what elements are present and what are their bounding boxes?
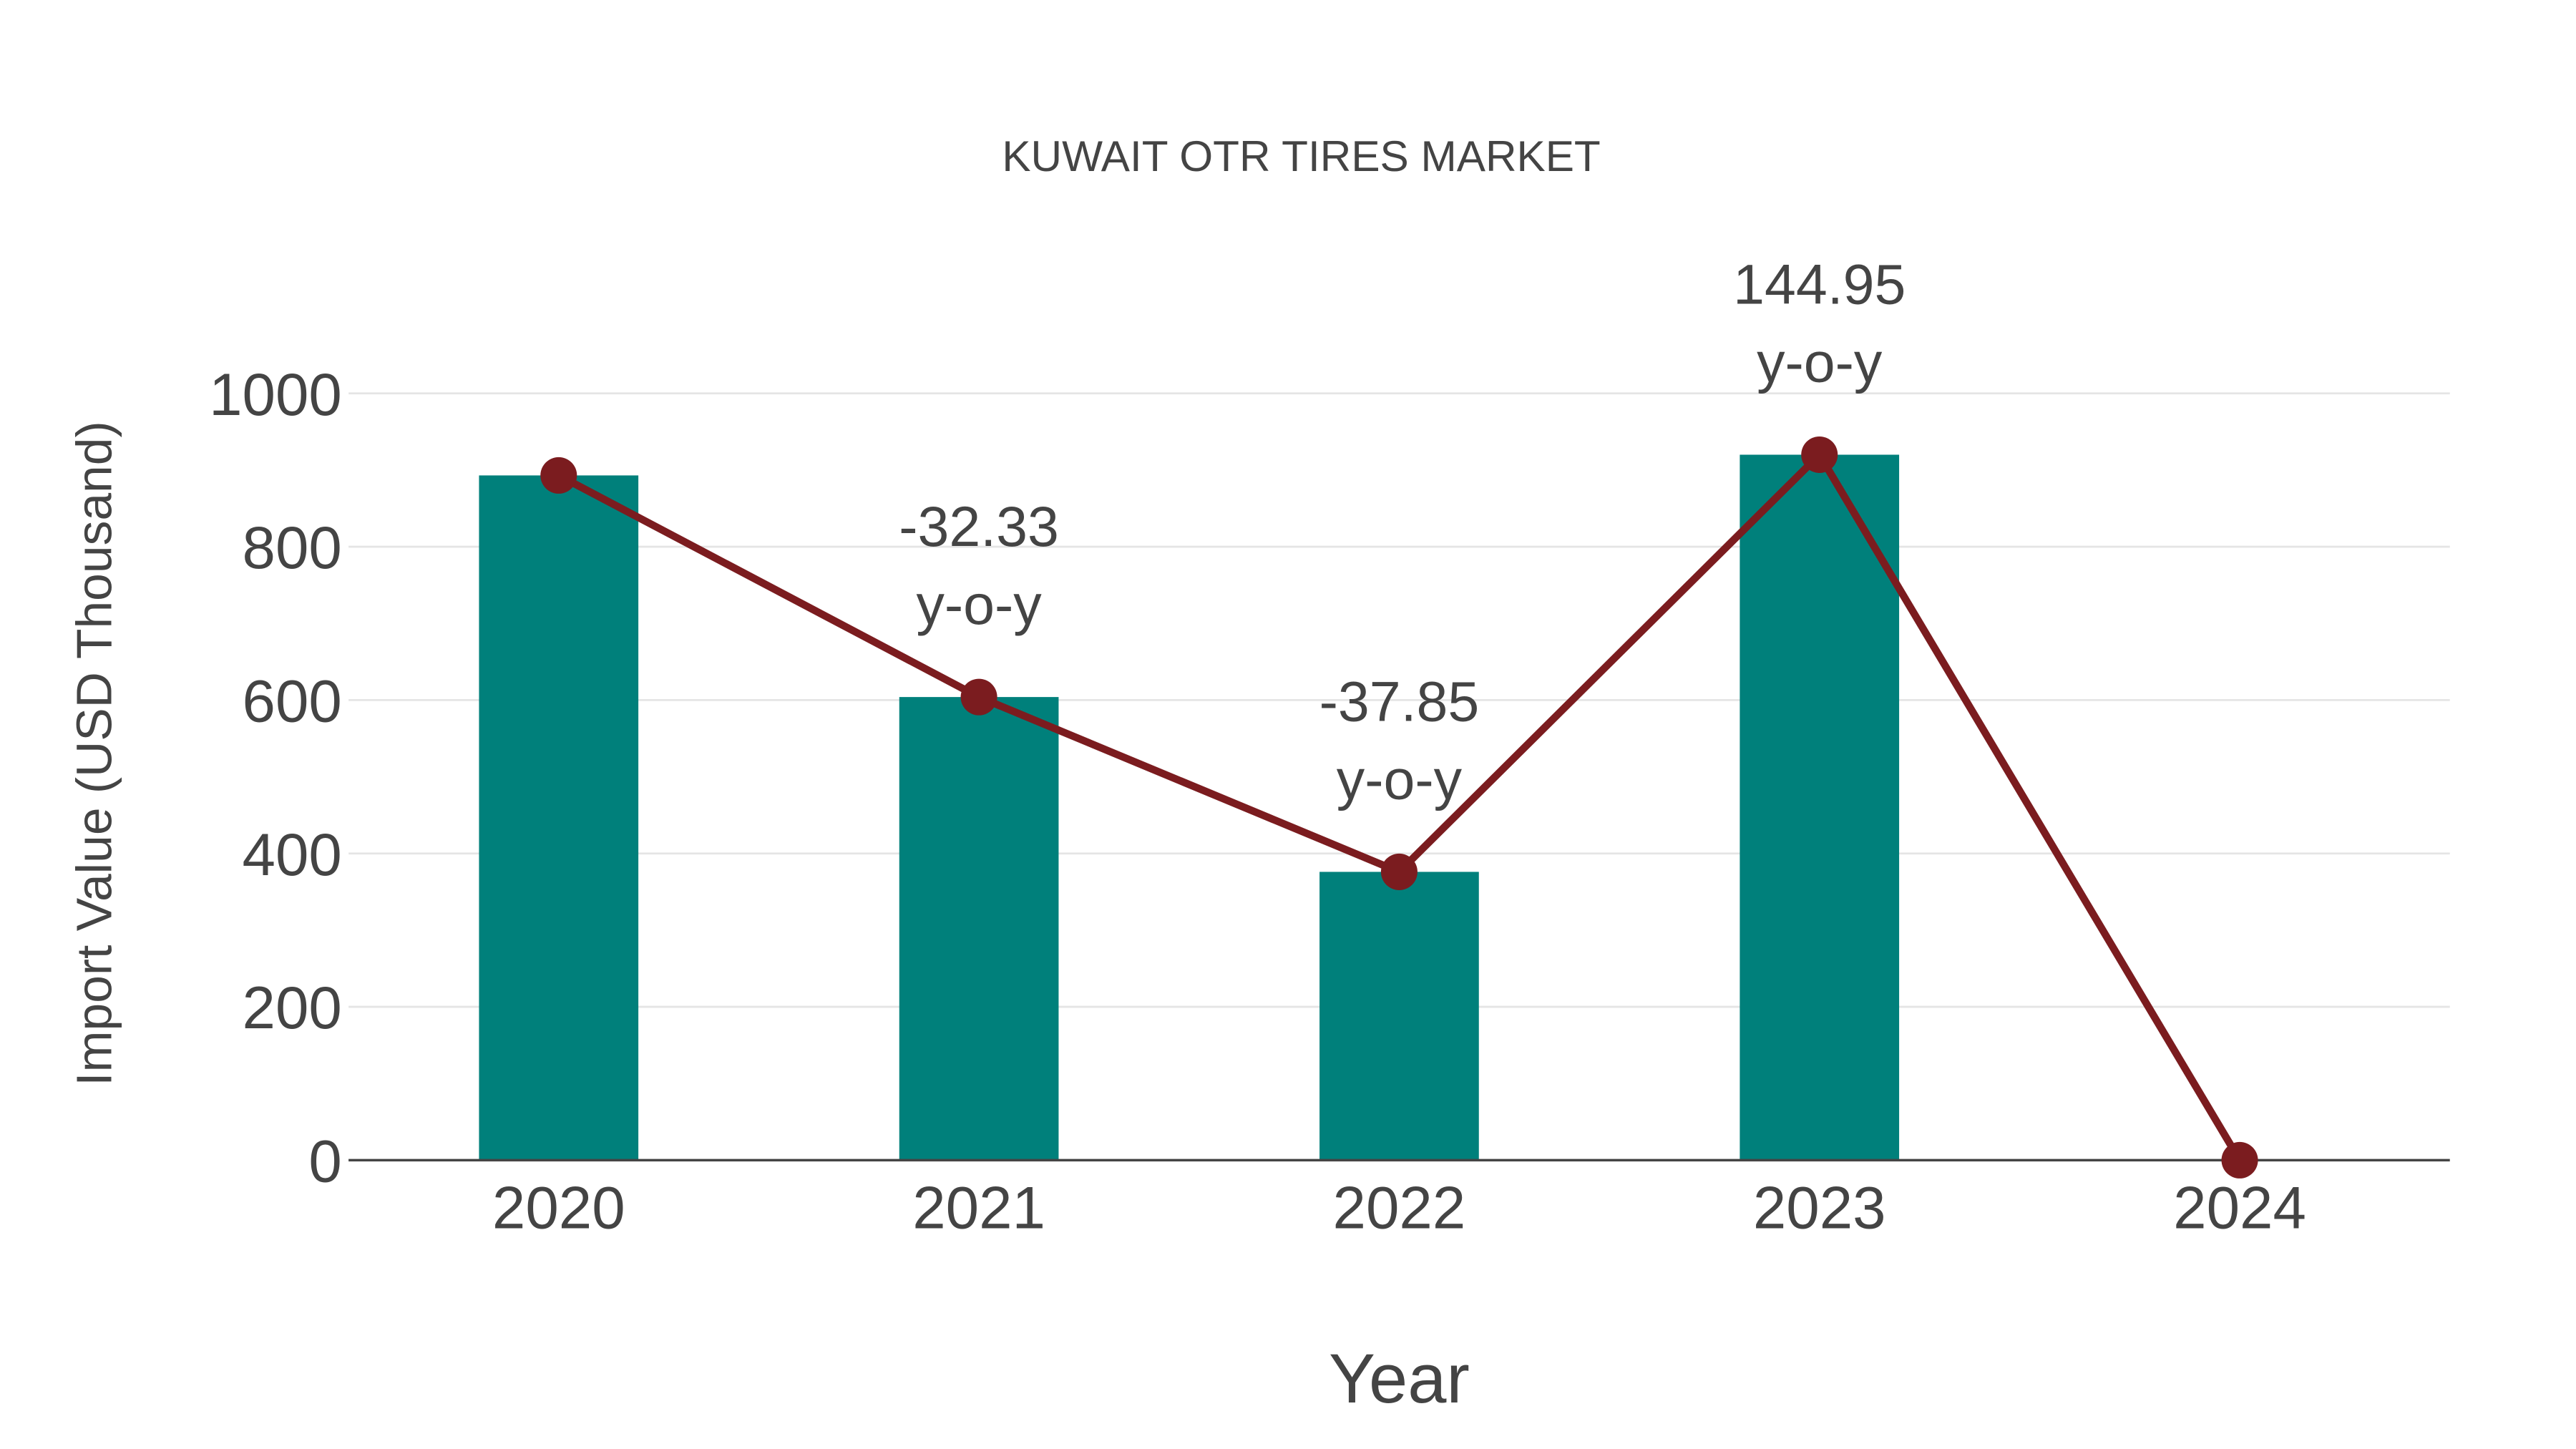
- annotation-value: -37.85: [1319, 670, 1480, 733]
- x-tick-label: 2020: [492, 1174, 625, 1241]
- y-tick-label: 1000: [209, 361, 342, 428]
- trend-point-2021: [960, 678, 997, 716]
- chart-title: KUWAIT OTR TIRES MARKET: [1002, 132, 1600, 180]
- y-tick-label: 600: [243, 668, 342, 735]
- y-tick-label: 0: [308, 1128, 341, 1195]
- y-tick-label: 200: [243, 974, 342, 1041]
- annotation-value: 144.95: [1733, 253, 1906, 316]
- x-tick-label: 2022: [1333, 1174, 1466, 1241]
- x-tick-label: 2024: [2173, 1174, 2306, 1241]
- bar-2023: [1740, 454, 1900, 1161]
- x-tick-labels: 2020 2021 2022 2023 2024: [492, 1174, 2306, 1241]
- x-tick-label: 2023: [1753, 1174, 1886, 1241]
- annotations: -32.33 y-o-y -37.85 y-o-y 144.95 y-o-y: [899, 253, 1906, 811]
- annotation-suffix: y-o-y: [1757, 331, 1883, 394]
- trend-point-2020: [540, 457, 577, 494]
- annotation-suffix: y-o-y: [1337, 748, 1463, 811]
- bar-2021: [899, 697, 1059, 1161]
- x-tick-label: 2021: [912, 1174, 1045, 1241]
- trend-point-2024: [2221, 1141, 2258, 1179]
- y-tick-label: 400: [243, 821, 342, 888]
- trend-point-2022: [1380, 853, 1418, 890]
- y-tick-label: 800: [243, 514, 342, 581]
- bar-2020: [479, 475, 639, 1161]
- annotation-value: -32.33: [899, 495, 1059, 558]
- trend-line: [540, 436, 2258, 1179]
- y-axis-title: Import Value (USD Thousand): [66, 421, 122, 1085]
- y-tick-labels: 0 200 400 600 800 1000: [209, 361, 342, 1195]
- x-axis-title: Year: [1329, 1340, 1470, 1418]
- bars: [479, 454, 1900, 1161]
- trend-point-2023: [1801, 436, 1838, 473]
- annotation-suffix: y-o-y: [916, 573, 1042, 636]
- bar-2022: [1319, 872, 1479, 1161]
